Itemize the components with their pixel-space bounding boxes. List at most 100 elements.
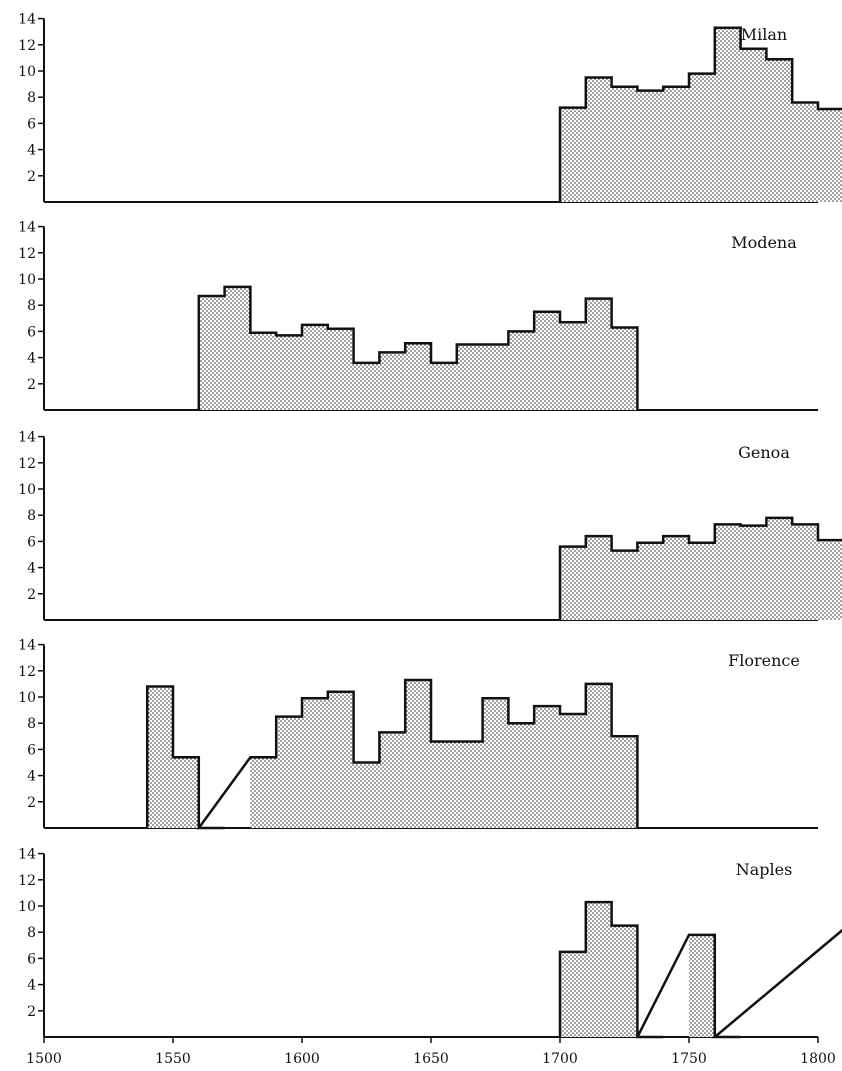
- histogram-bar: [405, 343, 431, 410]
- panel-title: Modena: [731, 233, 797, 252]
- y-tick-label: 10: [18, 64, 36, 80]
- panel-title: Genoa: [738, 443, 790, 462]
- histogram-bar: [508, 723, 535, 828]
- y-tick-label: 14: [18, 12, 36, 28]
- y-tick-label: 12: [18, 456, 36, 472]
- panel-title: Florence: [728, 651, 800, 670]
- histogram-bar: [714, 524, 741, 620]
- y-tick-label: 6: [27, 324, 36, 340]
- histogram-bar: [327, 691, 354, 828]
- y-tick-label: 10: [18, 690, 36, 706]
- histogram-bar: [611, 86, 638, 202]
- y-tick-label: 6: [27, 534, 36, 550]
- histogram-bar: [224, 286, 251, 410]
- histogram-bar: [431, 741, 457, 828]
- histogram-outline: [558, 26, 842, 202]
- histogram-bar: [302, 324, 328, 410]
- x-tick-label: 1650: [413, 1051, 449, 1067]
- histogram-bar: [431, 362, 457, 410]
- histogram-bar: [585, 683, 612, 828]
- y-tick-label: 14: [18, 847, 36, 863]
- x-axis-tick-labels: 1500 1550 1600 1650 1700 1750 1800: [26, 1037, 836, 1067]
- histogram-bar: [611, 925, 638, 1037]
- histogram-bar: [456, 344, 483, 410]
- y-tick-label: 4: [27, 351, 36, 367]
- histogram-bar: [818, 108, 842, 202]
- y-tick-label: 4: [27, 978, 36, 994]
- y-tick-label: 8: [27, 508, 36, 524]
- y-tick-label: 10: [18, 272, 36, 288]
- y-tick-label: 12: [18, 38, 36, 54]
- histogram-outline: [558, 900, 842, 1039]
- histogram-bar: [276, 335, 302, 410]
- y-tick-label: 12: [18, 873, 36, 889]
- y-tick-label: 14: [18, 430, 36, 446]
- histogram-bar: [353, 762, 380, 828]
- histogram-bar: [560, 951, 586, 1037]
- y-tick-label: 12: [18, 664, 36, 680]
- y-tick-label: 8: [27, 716, 36, 732]
- histogram-bar: [456, 741, 483, 828]
- histogram-bar: [147, 686, 173, 828]
- panels-group: 2 4 6 8 10 12 14 Milan 2 4 6 8 10 12 14 Modena 2 4 6 8 10 12 1…: [18, 12, 842, 1039]
- y-tick-label: 2: [27, 587, 36, 603]
- histogram-bar: [560, 546, 586, 620]
- y-tick-label: 2: [27, 795, 36, 811]
- histogram-bar: [792, 524, 818, 620]
- histogram-bar: [689, 542, 715, 620]
- histogram-outline: [145, 678, 639, 830]
- histogram-bar: [353, 362, 380, 410]
- histogram-bar: [560, 322, 586, 410]
- histogram-bar: [585, 298, 612, 410]
- x-tick-label: 1600: [284, 1051, 320, 1067]
- y-tick-label: 6: [27, 116, 36, 132]
- histogram-bar: [276, 716, 302, 828]
- histogram-bar: [766, 59, 793, 203]
- histogram-bar: [327, 328, 354, 410]
- panel-title: Milan: [741, 25, 787, 44]
- y-tick-label: 8: [27, 90, 36, 106]
- histogram-bar: [482, 698, 509, 828]
- histogram-bar: [534, 311, 560, 410]
- y-tick-label: 6: [27, 951, 36, 967]
- panel-genoa: 2 4 6 8 10 12 14 Genoa: [18, 430, 842, 621]
- y-tick-label: 14: [18, 638, 36, 654]
- y-tick-label: 2: [27, 1004, 36, 1020]
- histogram-bar: [560, 107, 586, 202]
- histogram-bar: [637, 90, 664, 202]
- y-tick-label: 6: [27, 742, 36, 758]
- histogram-bar: [663, 86, 689, 202]
- panel-milan: 2 4 6 8 10 12 14 Milan: [18, 12, 842, 203]
- x-tick-label: 1500: [26, 1051, 62, 1067]
- histogram-bar: [560, 714, 586, 828]
- histogram-bar: [585, 536, 612, 620]
- histogram-bar: [792, 102, 818, 202]
- histogram-bar: [173, 757, 199, 828]
- histogram-bar: [379, 732, 406, 828]
- histogram-outline: [558, 516, 842, 620]
- histogram-bar: [482, 344, 509, 410]
- histogram-outline: [197, 285, 639, 410]
- histogram-bar: [663, 536, 689, 620]
- histogram-bar: [818, 540, 842, 620]
- y-tick-label: 14: [18, 220, 36, 236]
- x-tick-label: 1800: [800, 1051, 836, 1067]
- histogram-bar: [740, 525, 767, 620]
- histogram-bar: [302, 698, 328, 828]
- panel-modena: 2 4 6 8 10 12 14 Modena: [18, 220, 818, 411]
- x-tick-label: 1750: [671, 1051, 707, 1067]
- panel-title: Naples: [736, 860, 793, 879]
- histogram-bar: [740, 48, 767, 203]
- y-tick-label: 2: [27, 169, 36, 185]
- histogram-bar: [198, 296, 225, 410]
- y-tick-label: 8: [27, 298, 36, 314]
- y-tick-label: 4: [27, 769, 36, 785]
- histogram-bar: [689, 73, 715, 203]
- histogram-bar: [534, 706, 560, 828]
- panel-florence: 2 4 6 8 10 12 14 Florence: [18, 638, 818, 830]
- y-tick-label: 2: [27, 377, 36, 393]
- panel-naples: 2 4 6 8 10 12 14 Naples: [18, 847, 842, 1039]
- y-tick-label: 4: [27, 561, 36, 577]
- histogram-bar: [585, 77, 612, 202]
